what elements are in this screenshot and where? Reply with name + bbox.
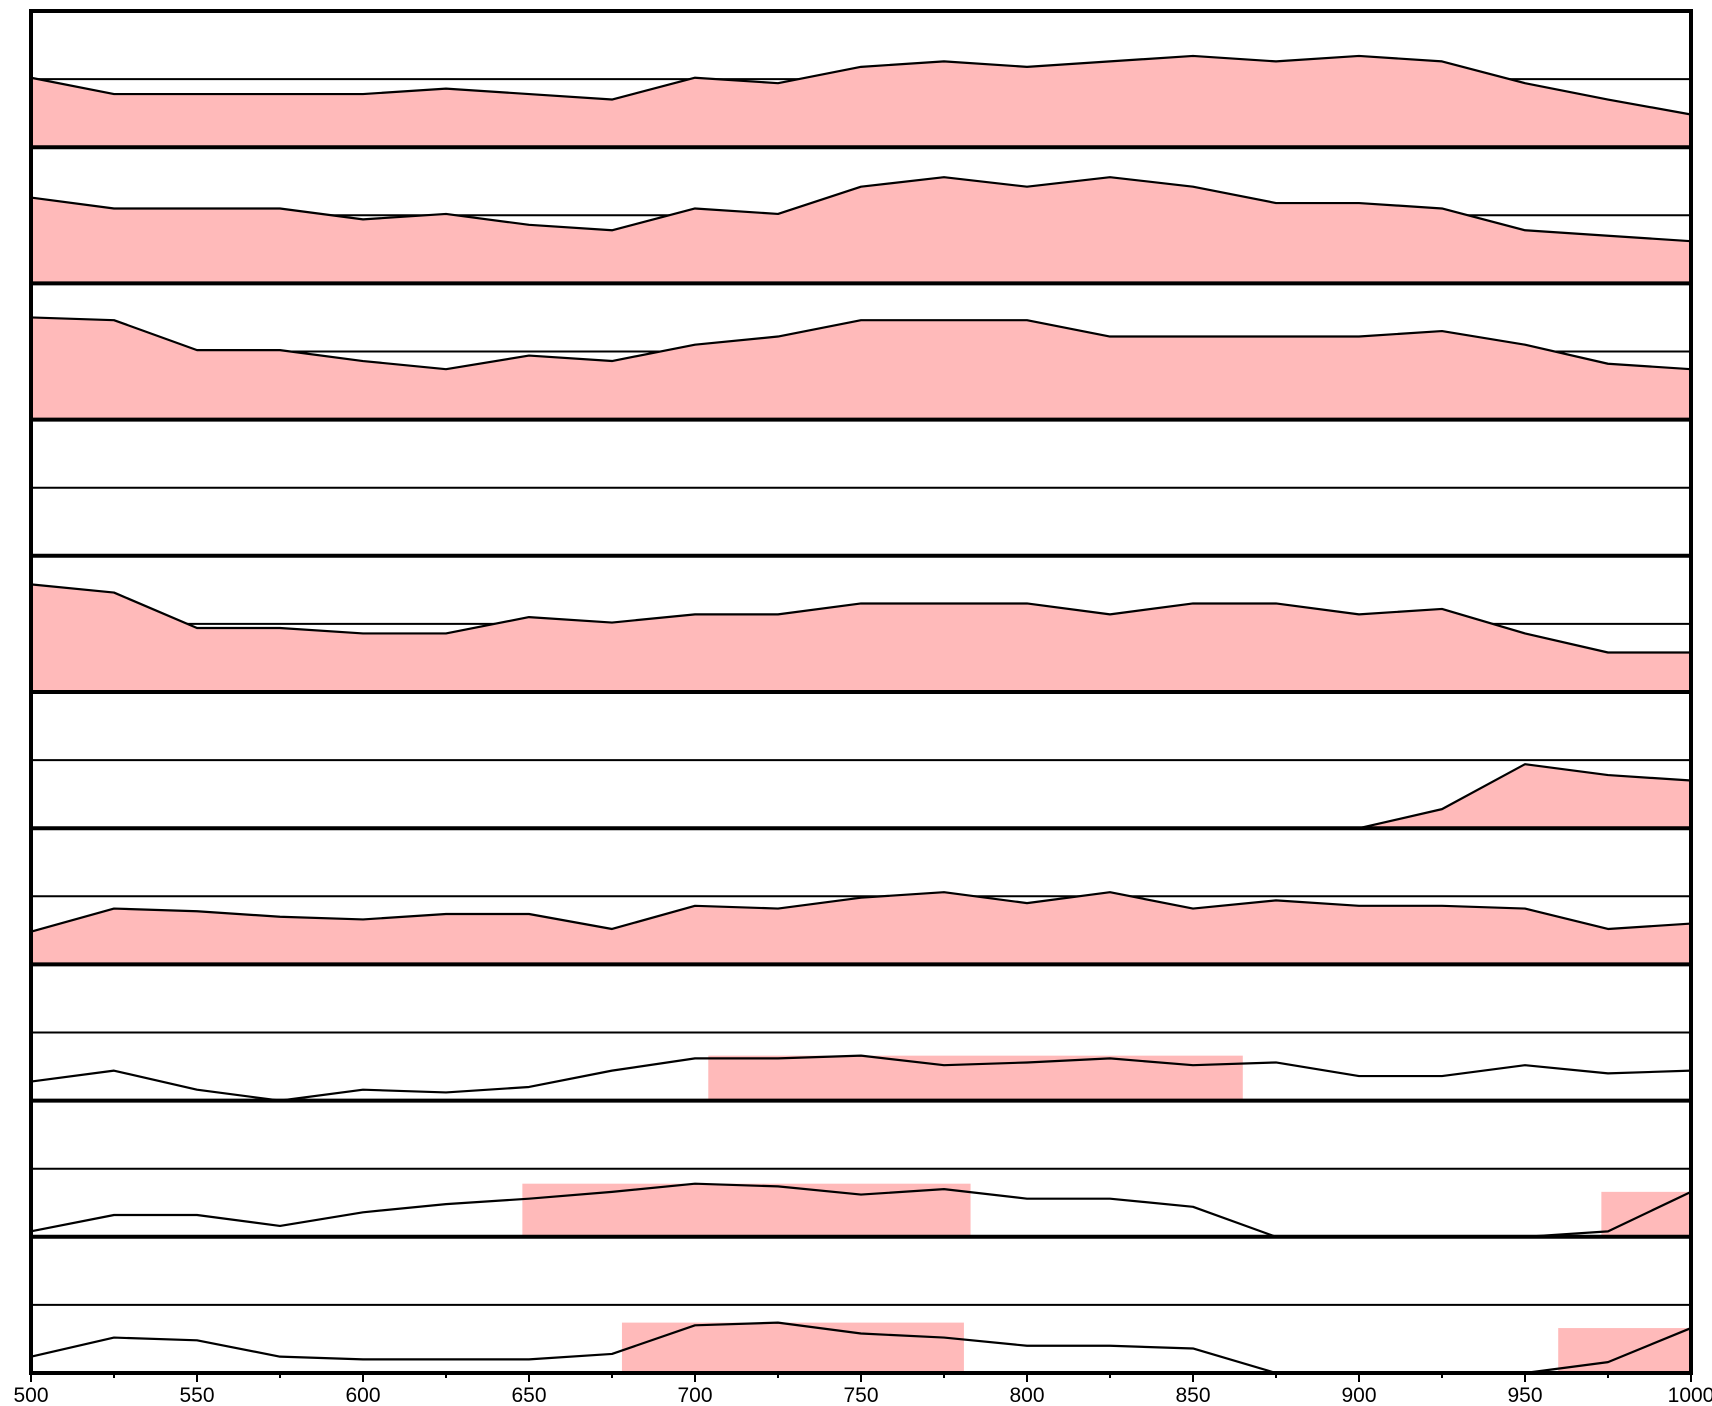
area-fill-5	[31, 584, 1691, 692]
series-line-1	[30, 54, 1692, 116]
area-fill-7	[31, 892, 1691, 965]
x-tick-label: 900	[1341, 1384, 1376, 1406]
area-fill-3	[31, 317, 1691, 420]
area-fill-1	[31, 55, 1691, 148]
x-tick-label: 500	[13, 1384, 48, 1406]
series-line-8	[30, 1054, 1692, 1102]
x-tick-label: 950	[1507, 1384, 1542, 1406]
series-line-2	[30, 176, 1692, 243]
x-tick-label: 700	[677, 1384, 712, 1406]
x-tick-label: 750	[843, 1384, 878, 1406]
highlight-region-10-1	[621, 1322, 964, 1373]
series-line-3	[30, 316, 1692, 371]
area-fill-6	[1359, 764, 1691, 829]
x-tick-label: 850	[1175, 1384, 1210, 1406]
series-line-5	[30, 583, 1691, 654]
x-tick-label: 600	[345, 1384, 380, 1406]
x-tick-label: 1000	[1668, 1384, 1712, 1406]
x-tick-label: 800	[1009, 1384, 1044, 1406]
series-line-7	[30, 891, 1692, 933]
x-tick-label: 650	[511, 1384, 546, 1406]
x-tick-label: 550	[179, 1384, 214, 1406]
series-line-6	[1358, 763, 1692, 830]
